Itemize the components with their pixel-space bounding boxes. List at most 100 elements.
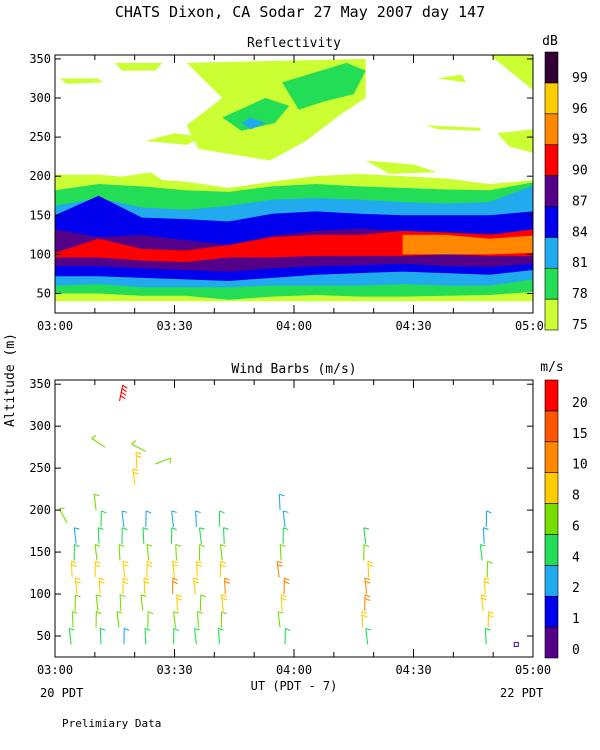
wind-barb-flag [59, 507, 65, 510]
reflectivity-colorbar-swatch [544, 237, 559, 269]
wind-barb-flag [485, 627, 491, 631]
wind-barb-flag [140, 594, 147, 597]
footer-note: Prelimiary Data [62, 717, 161, 730]
wind-barb-flag [95, 594, 102, 597]
wind-barb-flag [121, 391, 127, 396]
wind-barb-flag [144, 627, 151, 631]
wind-barb-flag [361, 611, 368, 614]
wind-barb-shaft [276, 561, 280, 578]
wind-barb-flag [280, 543, 286, 547]
wind-barb-flag [145, 510, 152, 514]
reflectivity-y-tick-label: 200 [29, 169, 51, 183]
wind-barb-flag [123, 577, 129, 581]
wind-colorbar-label: 1 [572, 612, 580, 627]
reflectivity-y-tick-label: 100 [29, 247, 51, 261]
y-axis-label: Altitude (m) [3, 333, 18, 427]
wind-barb-flag [142, 527, 149, 530]
wind-barb-flag [96, 611, 102, 615]
wind-barb-shaft [278, 494, 281, 511]
wind-barb-flag [132, 468, 139, 471]
wind-barb-flag [172, 564, 179, 567]
reflectivity-colorbar-swatch [544, 298, 559, 331]
wind-barb-shaft [220, 594, 224, 611]
wind-barb-flag [363, 527, 370, 530]
wind-barb-shaft [98, 578, 101, 595]
wind-barb-flag [122, 581, 129, 585]
wind-colorbar-label: 20 [572, 396, 588, 411]
wind-barb-shaft [363, 527, 367, 544]
wind-barb-shaft [175, 544, 178, 561]
reflectivity-colorbar-label: 87 [572, 194, 588, 209]
wind-barb-flag [75, 594, 81, 598]
wind-barb-flag [221, 611, 227, 615]
wind-barb-flag [363, 543, 370, 548]
wind-barb-shaft [68, 628, 72, 645]
wind-y-tick-label: 150 [29, 545, 51, 559]
reflectivity-y-tick-label: 300 [29, 91, 51, 105]
wind-barb-flag [488, 614, 494, 618]
wind-barb-shaft [173, 611, 177, 628]
wind-barb-shaft [122, 561, 126, 578]
reflectivity-cell-78 [282, 62, 366, 110]
wind-calm-marker [513, 641, 519, 647]
wind-colorbar-swatch [544, 379, 559, 412]
reflectivity-colorbar-label: 78 [572, 287, 588, 302]
wind-barb-flag [195, 510, 201, 514]
wind-barb-flag [193, 581, 200, 584]
wind-barb-flag [99, 581, 105, 584]
wind-barbs-frame [54, 379, 534, 658]
wind-barb-flag [101, 510, 107, 514]
wind-barb-flag [172, 560, 178, 564]
wind-barb-shaft [119, 594, 122, 611]
wind-barb-shaft [480, 594, 484, 611]
wind-y-tick-label: 250 [29, 461, 51, 475]
wind-colorbar: 0 1 2 4 6 8 10 15 20 [544, 379, 588, 659]
reflectivity-colorbar-swatch [544, 82, 559, 115]
reflectivity-colorbar-swatch [544, 113, 559, 145]
wind-colorbar-unit: m/s [540, 360, 563, 375]
wind-barb-flag [221, 594, 227, 597]
wind-barb-flag [193, 577, 199, 581]
wind-x-tick-label: 04:00 [276, 663, 312, 677]
wind-y-tick-label: 300 [29, 419, 51, 433]
wind-barb-flag [194, 627, 200, 631]
wind-barb-flag [285, 627, 291, 632]
wind-barb-flag [224, 581, 230, 584]
wind-barb-flag [71, 560, 77, 564]
reflectivity-cell-75 [497, 129, 533, 153]
wind-barb-shaft [171, 510, 175, 527]
wind-colorbar-swatch [544, 626, 559, 659]
wind-barb-flag [199, 527, 205, 530]
wind-barb-shaft [219, 544, 223, 561]
wind-barb-flag [123, 564, 129, 567]
wind-barb-flag [487, 560, 493, 564]
reflectivity-x-tick-label: 04:00 [276, 319, 312, 333]
wind-barb-shaft [93, 494, 97, 511]
wind-barb-flag [75, 581, 81, 584]
wind-barb-flag [75, 577, 81, 581]
wind-barb-shaft [91, 438, 106, 448]
wind-barbs-title: Wind Barbs (m/s) [231, 362, 356, 377]
wind-barb-flag [121, 388, 127, 393]
reflectivity-x-tick-label: 03:00 [37, 319, 73, 333]
wind-barb-shaft [118, 385, 124, 402]
wind-barb-flag [176, 594, 182, 598]
wind-barb-flag [95, 564, 101, 568]
wind-colorbar-swatch [544, 472, 559, 504]
reflectivity-y-tick-label: 250 [29, 130, 51, 144]
reflectivity-colorbar: 75 78 81 84 87 90 93 96 99 [544, 51, 588, 333]
wind-barb-flag [176, 597, 183, 601]
wind-barb-shaft [73, 527, 77, 544]
reflectivity-cell-75 [437, 74, 467, 83]
wind-barb-flag [93, 493, 100, 497]
wind-colorbar-label: 10 [572, 458, 588, 473]
wind-barb-flag [172, 577, 178, 581]
wind-barbs-panel: Wind Barbs (m/s) 5010015020025030035003:… [29, 360, 587, 677]
wind-barb-shaft [118, 544, 121, 561]
wind-barb-flag [284, 581, 290, 585]
wind-barb-flag [219, 510, 225, 514]
reflectivity-colorbar-swatch [544, 144, 559, 176]
reflectivity-colorbar-swatch [544, 51, 559, 84]
wind-barb-shaft [146, 544, 150, 561]
wind-barb-flag [91, 434, 97, 439]
